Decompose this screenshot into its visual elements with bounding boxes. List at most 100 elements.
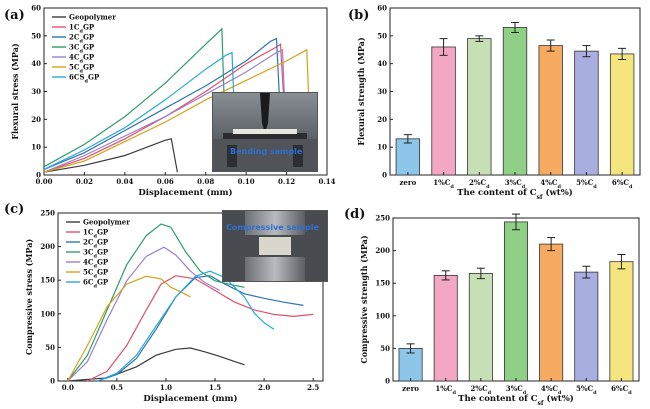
legend-label: 1CdGP [69,23,95,35]
x-tick-label: 2.5 [307,383,319,392]
y-tick-label: 0 [382,171,387,180]
y-tick-label: 60 [377,4,387,13]
y-tick-label: 150 [375,279,390,288]
category-label: 4%Cd [540,178,561,190]
legend-label: 4CdGP [83,258,109,270]
category-label: 3%Cd [505,178,526,190]
legend-label: Geopolymer [69,13,116,22]
series-line-5cdgp [43,48,312,173]
y-tick-label: 0 [385,377,390,386]
y-tick-label: 10 [31,143,41,152]
y-axis-label: Flexural stress (MPa) [10,43,20,140]
y-tick-label: 250 [40,209,55,218]
y-tick-label: 50 [377,31,387,40]
series-line-2cdgp [97,275,304,382]
panel-d: (d) 0 50 100 150 200 250 Compressive strength (… [344,207,640,407]
legend-label: 3CdGP [69,43,95,55]
y-tick-label: 100 [40,309,55,318]
category-label: zero [399,178,416,187]
y-tick-label: 50 [31,31,41,40]
y-tick-label: 200 [375,246,390,255]
x-tick-label: 0.14 [318,177,335,186]
category-label: zero [402,384,419,393]
x-tick-label: 0.00 [35,177,52,186]
y-tick-label: 0 [36,171,41,180]
x-tick-label: 0.08 [197,177,214,186]
series-line-2cdgp [43,37,284,170]
x-tick-label: 0.0 [62,383,74,392]
y-tick-label: 50 [45,343,55,352]
legend-label: 2CdGP [69,33,95,45]
x-tick-label: 1.0 [160,383,172,392]
legend-label: 4CdGP [69,53,95,65]
series-line-geopolymer [43,138,178,173]
bar-6 [609,261,634,382]
series-line-4cdgp [43,48,288,173]
series-line-6csdgp [43,51,237,170]
category-label: 5%Cd [576,178,597,190]
panel-label: (c) [4,202,24,217]
legend-label: 5CdGP [83,268,109,280]
legend-label: Geopolymer [83,218,130,227]
y-tick-label: 20 [31,115,41,124]
y-tick-label: 40 [31,59,41,68]
bar-1 [431,46,456,176]
category-label: 2%Cd [471,384,492,396]
category-label: 2%Cd [469,178,490,190]
bar-0 [395,138,421,176]
x-tick-label: 0.02 [76,177,93,186]
bar-2 [468,273,493,382]
legend-label: 6CdGP [83,278,109,290]
y-tick-label: 30 [377,87,387,96]
series-line-4cdgp [67,246,221,382]
category-label: 3%Cd [506,384,527,396]
y-tick-label: 50 [380,344,390,353]
x-axis-label: Displacement (mm) [143,393,237,404]
panel-a: (a) 0 10 20 30 40 50 60 Flexural stress (MPa) 0.0… [4,4,336,199]
panel-label: (a) [4,8,25,23]
x-tick-label: 2.0 [258,383,270,392]
category-label: 1%Cd [435,384,456,396]
bar-3 [504,221,528,382]
y-axis-label: Compressive strength (MPa) [359,235,369,363]
panel-label: (b) [348,8,369,23]
bar-4 [538,45,563,176]
bar-1 [433,274,458,382]
y-tick-label: 150 [40,276,55,285]
legend-label: 1CdGP [83,228,109,240]
legend-label: 2CdGP [83,238,109,250]
category-label: 5%Cd [576,384,597,396]
category-label: 6%Cd [611,384,632,396]
series-line-1cdgp [43,43,288,173]
legend-label: 3CdGP [83,248,109,260]
series-line-geopolymer [67,347,245,382]
y-tick-label: 200 [40,242,55,251]
x-axis-label: The content of Csf (wt%) [457,187,573,201]
panel-c: (c) 0 50 100 150 200 250 Compressive stress (MP… [4,202,324,404]
y-axis-label: Compressive stress (MPa) [24,239,34,356]
y-tick-label: 20 [377,115,387,124]
legend-label: 6CSdGP [69,73,100,85]
legend-label: 5CdGP [69,63,95,75]
category-label: 1%Cd [433,178,454,190]
bar-3 [502,27,528,176]
y-tick-label: 60 [31,4,41,13]
y-tick-label: 40 [377,59,387,68]
y-tick-label: 10 [377,143,387,152]
x-axis-label: The content of Csf (wt%) [458,393,574,407]
bar-6 [609,53,635,176]
series-line-3cdgp [43,27,227,168]
category-label: 4%Cd [541,384,562,396]
x-tick-label: 0.04 [116,177,133,186]
series-line-5cdgp [67,275,191,382]
bar-2 [467,38,492,176]
plot-frame [57,212,324,382]
bar-5 [574,271,599,382]
bending-test-photo [212,92,318,172]
series-line-3cdgp [67,223,245,382]
panel-b: (b) 0 10 20 30 40 50 60 Flexural strength (MPa) z… [348,4,641,201]
x-axis-label: Displacement (mm) [138,187,232,198]
y-axis-label: Flexural strength (MPa) [356,37,366,145]
x-tick-label: 1.5 [209,383,221,392]
